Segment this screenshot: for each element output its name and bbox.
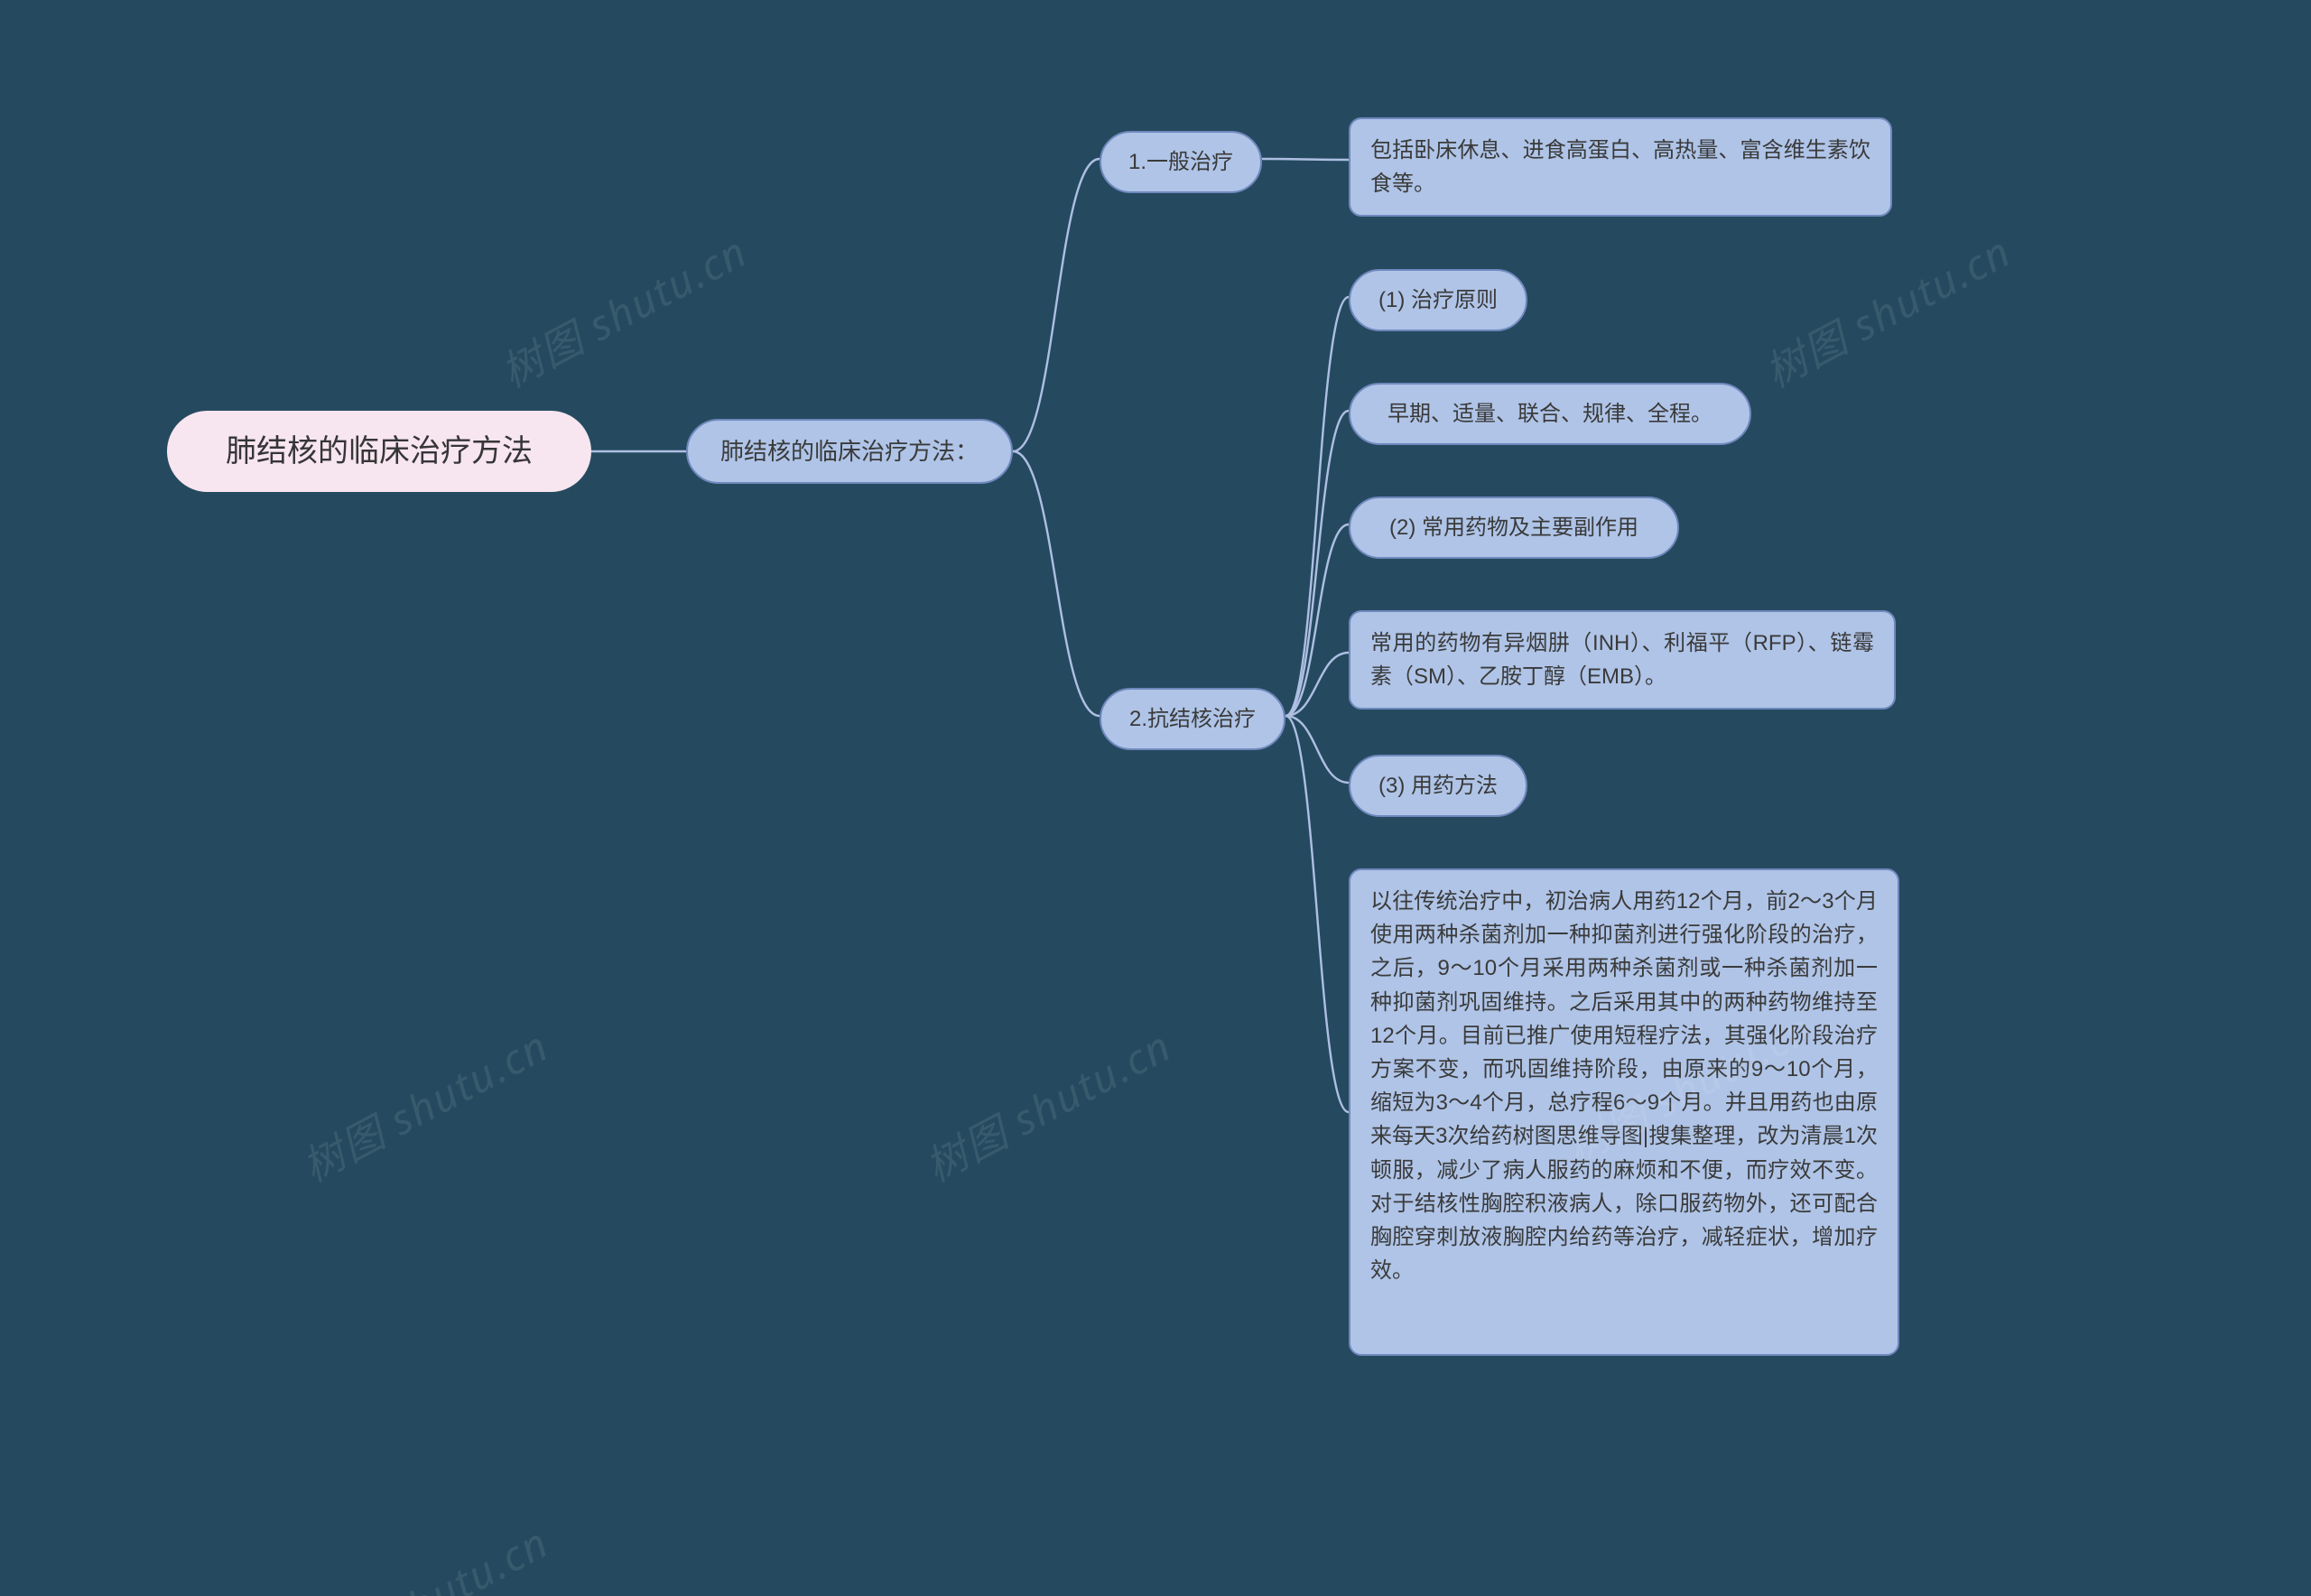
edge-anti-p1 [1285, 297, 1349, 716]
mindmap-canvas: 肺结核的临床治疗方法 肺结核的临床治疗方法： 1.一般治疗 包括卧床休息、进食高… [0, 0, 2311, 1596]
drugs-node: (2) 常用药物及主要副作用 [1349, 496, 1679, 559]
root-label: 肺结核的临床治疗方法 [226, 428, 533, 476]
root-node: 肺结核的临床治疗方法 [167, 411, 591, 492]
anti-tb-label: 2.抗结核治疗 [1129, 702, 1256, 736]
edge-lvl1-gen [1013, 159, 1100, 451]
watermark-text: 树图 shutu.cn [1753, 219, 2020, 399]
general-treatment-label: 1.一般治疗 [1128, 145, 1233, 179]
principle-node: (1) 治疗原则 [1349, 269, 1527, 331]
edges-layer [0, 0, 2311, 1596]
drugs-detail-text: 常用的药物有异烟肼（INH）、利福平（RFP）、链霉素（SM）、乙胺丁醇（EMB… [1370, 626, 1874, 693]
level1-label: 肺结核的临床治疗方法： [720, 433, 979, 469]
edge-anti-p3_detail [1285, 716, 1349, 1112]
usage-label: (3) 用药方法 [1378, 769, 1498, 803]
watermark-text: 树图 shutu.cn [489, 219, 756, 399]
usage-detail-text: 以往传统治疗中，初治病人用药12个月，前2～3个月使用两种杀菌剂加一种抑菌剂进行… [1370, 885, 1878, 1287]
edge-anti-p2 [1285, 524, 1349, 716]
principle-detail-text: 早期、适量、联合、规律、全程。 [1388, 397, 1712, 431]
general-treatment-detail: 包括卧床休息、进食高蛋白、高热量、富含维生素饮食等。 [1349, 117, 1892, 217]
principle-detail-node: 早期、适量、联合、规律、全程。 [1349, 383, 1751, 445]
watermark-text: 树图 shutu.cn [914, 1014, 1181, 1193]
principle-label: (1) 治疗原则 [1378, 283, 1498, 317]
edge-anti-p3 [1285, 716, 1349, 783]
general-treatment-detail-text: 包括卧床休息、进食高蛋白、高热量、富含维生素饮食等。 [1370, 134, 1870, 200]
drugs-detail-node: 常用的药物有异烟肼（INH）、利福平（RFP）、链霉素（SM）、乙胺丁醇（EMB… [1349, 610, 1896, 710]
usage-node: (3) 用药方法 [1349, 755, 1527, 817]
watermark-text: 树图 shutu.cn [291, 1510, 558, 1596]
usage-detail-node: 以往传统治疗中，初治病人用药12个月，前2～3个月使用两种杀菌剂加一种抑菌剂进行… [1349, 868, 1899, 1356]
edge-gen-gen_detail [1262, 159, 1349, 160]
edge-anti-p1_detail [1285, 411, 1349, 716]
level1-node: 肺结核的临床治疗方法： [686, 419, 1013, 484]
general-treatment-node: 1.一般治疗 [1100, 131, 1262, 193]
anti-tb-node: 2.抗结核治疗 [1100, 688, 1285, 750]
watermark-text: 树图 shutu.cn [291, 1014, 558, 1193]
edge-anti-p2_detail [1285, 653, 1349, 716]
drugs-label: (2) 常用药物及主要副作用 [1389, 511, 1638, 544]
edge-lvl1-anti [1013, 451, 1100, 716]
